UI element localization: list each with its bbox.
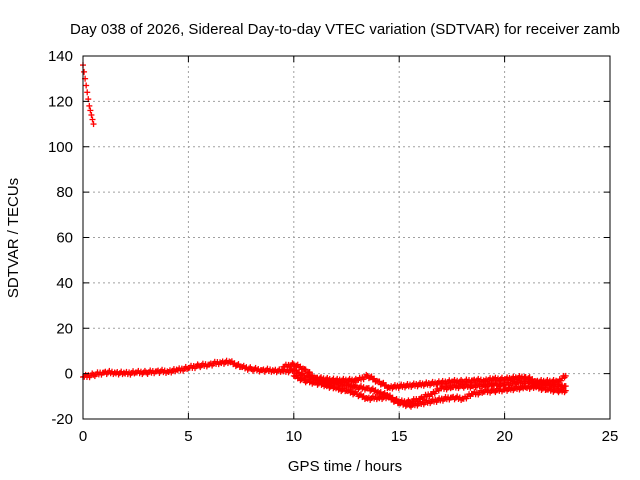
data-point [87, 107, 94, 114]
grid-lines [83, 56, 610, 419]
x-tick-label: 25 [602, 428, 619, 445]
data-point [302, 366, 309, 373]
y-tick-label: 60 [56, 230, 73, 247]
data-point [88, 111, 95, 118]
data-point [393, 397, 400, 404]
x-tick-label: 15 [391, 428, 408, 445]
data-point [562, 387, 569, 394]
x-tick-label: 0 [79, 428, 87, 445]
data-point [90, 121, 97, 128]
x-axis-ticks: 0 5 10 15 20 25 [79, 56, 619, 445]
chart-title: Day 038 of 2026, Sidereal Day-to-day VTE… [70, 21, 620, 38]
x-tick-label: 20 [496, 428, 513, 445]
data-point [289, 360, 296, 367]
data-point [84, 89, 91, 96]
plot-frame [82, 55, 611, 420]
y-tick-label: 80 [56, 184, 73, 201]
y-tick-label: 100 [48, 139, 73, 156]
data-point [363, 371, 370, 378]
y-tick-label: 140 [48, 48, 73, 65]
y-tick-label: 40 [56, 275, 73, 292]
data-point [306, 369, 313, 376]
y-axis-ticks: -20 0 20 40 60 80 100 120 140 [48, 48, 610, 428]
data-point [83, 82, 90, 89]
x-tick-label: 10 [285, 428, 302, 445]
data-point [81, 68, 88, 75]
x-axis-label: GPS time / hours [288, 458, 402, 475]
data-point [562, 372, 569, 379]
x-tick-label: 5 [184, 428, 192, 445]
data-point [86, 102, 93, 109]
data-points [80, 62, 569, 410]
y-tick-label: 20 [56, 320, 73, 337]
y-axis-label: SDTVAR / TECUs [5, 178, 22, 298]
data-point [309, 372, 316, 379]
y-tick-label: 120 [48, 93, 73, 110]
y-tick-label: 0 [65, 366, 73, 383]
data-point [89, 116, 96, 123]
y-tick-label: -20 [51, 411, 73, 428]
